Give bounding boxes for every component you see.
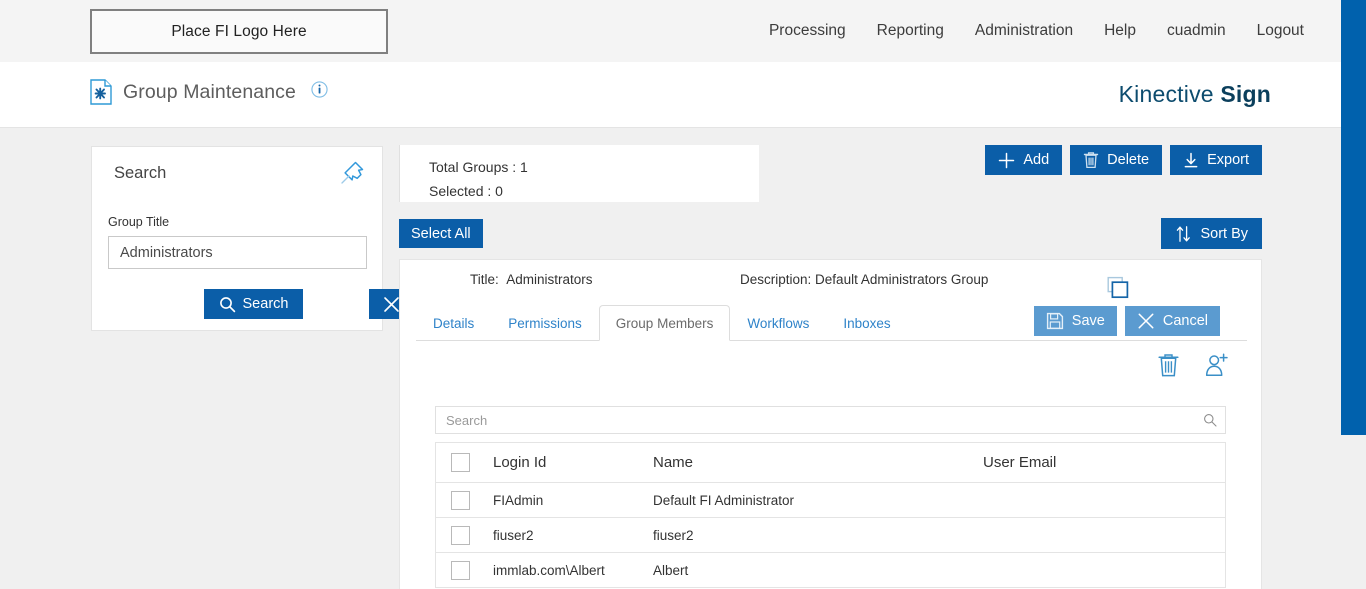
table-header-row: Login Id Name User Email — [435, 442, 1226, 483]
group-tabs: Details Permissions Group Members Workfl… — [416, 305, 1247, 341]
nav-logout[interactable]: Logout — [1256, 22, 1304, 39]
action-toolbar: Add Delete Export — [985, 145, 1262, 175]
page-title: Group Maintenance — [123, 80, 296, 103]
export-button-label: Export — [1207, 152, 1249, 168]
cell-login-id: fiuser2 — [493, 527, 534, 543]
sort-by-label: Sort By — [1200, 225, 1248, 242]
group-description-label: Description: — [740, 272, 812, 287]
nav-processing[interactable]: Processing — [768, 22, 846, 39]
group-title-meta-value: Administrators — [506, 272, 593, 287]
cell-login-id: immlab.com\Albert — [493, 562, 605, 578]
add-button[interactable]: Add — [985, 145, 1063, 175]
search-panel: Search Group Title Search Clear — [91, 146, 455, 331]
group-title-label: Group Title — [108, 215, 170, 229]
group-title-meta: Title: Administrators — [470, 272, 593, 287]
export-button[interactable]: Export — [1170, 145, 1262, 175]
download-arrow-icon — [1184, 152, 1198, 167]
sort-arrows-icon — [1177, 225, 1191, 242]
vertical-scrollbar[interactable] — [1341, 0, 1366, 589]
fi-logo-placeholder[interactable]: Place FI Logo Here — [90, 9, 388, 54]
copy-icon[interactable] — [1106, 276, 1130, 300]
nav-reporting[interactable]: Reporting — [876, 22, 944, 39]
total-groups-text: Total Groups : 1 — [429, 159, 528, 175]
table-row[interactable]: FIAdmin Default FI Administrator — [435, 483, 1226, 518]
nav-user[interactable]: cuadmin — [1166, 22, 1226, 39]
save-cancel-group: Save Cancel — [1033, 306, 1220, 336]
group-meta-row: Title: Administrators Description: Defau… — [400, 272, 1261, 294]
tab-workflows[interactable]: Workflows — [747, 316, 810, 331]
add-button-label: Add — [1023, 152, 1050, 168]
trash-icon[interactable] — [1157, 352, 1180, 378]
member-search-box[interactable] — [435, 406, 1226, 434]
magnifier-icon[interactable] — [1203, 413, 1217, 427]
column-header-user-email: User Email — [983, 454, 1057, 471]
delete-button-label: Delete — [1107, 152, 1150, 168]
scrollbar-thumb[interactable] — [1341, 0, 1366, 435]
member-search-input[interactable] — [436, 407, 1225, 433]
select-all-button[interactable]: Select All — [399, 219, 483, 248]
main-navigation: Processing Reporting Administration Help… — [769, 0, 1304, 62]
close-x-icon — [383, 296, 399, 312]
group-detail-panel: Title: Administrators Description: Defau… — [399, 259, 1262, 589]
delete-button[interactable]: Delete — [1070, 145, 1163, 175]
cancel-button[interactable]: Cancel — [1124, 306, 1220, 336]
search-panel-title: Search — [114, 164, 167, 182]
search-button-label: Search — [242, 296, 289, 312]
member-tools — [1157, 352, 1229, 378]
members-table: Login Id Name User Email FIAdmin Default… — [435, 442, 1226, 588]
save-button-label: Save — [1071, 313, 1105, 329]
selected-count-text: Selected : 0 — [429, 183, 503, 199]
row-checkbox[interactable] — [451, 560, 470, 580]
plus-icon — [999, 152, 1015, 168]
document-tool-icon — [90, 79, 112, 105]
select-all-checkbox[interactable] — [451, 453, 470, 472]
close-x-icon — [1138, 313, 1154, 329]
cancel-button-label: Cancel — [1162, 313, 1208, 329]
trash-icon — [1083, 152, 1099, 169]
group-title-input[interactable] — [108, 236, 367, 269]
pin-icon[interactable] — [338, 159, 366, 187]
search-button[interactable]: Search — [204, 289, 303, 319]
tab-permissions[interactable]: Permissions — [508, 316, 582, 331]
brand-light: Kinective — [1118, 81, 1221, 107]
row-checkbox[interactable] — [451, 490, 470, 510]
table-row[interactable]: immlab.com\Albert Albert — [435, 553, 1226, 588]
save-button[interactable]: Save — [1033, 306, 1117, 336]
title-band — [0, 62, 1341, 128]
group-description-meta: Description: Default Administrators Grou… — [740, 272, 988, 287]
floppy-save-icon — [1046, 312, 1063, 330]
cell-login-id: FIAdmin — [493, 492, 544, 508]
sort-by-button[interactable]: Sort By — [1161, 218, 1262, 249]
info-icon[interactable] — [311, 80, 328, 98]
cell-name: Default FI Administrator — [653, 492, 795, 508]
tab-group-members[interactable]: Group Members — [598, 305, 731, 341]
fi-logo-text: Place FI Logo Here — [171, 22, 307, 40]
row-checkbox[interactable] — [451, 525, 470, 545]
nav-help[interactable]: Help — [1104, 22, 1136, 39]
page-title-group: Group Maintenance — [90, 79, 328, 105]
brand-bold: Sign — [1220, 81, 1271, 107]
group-title-meta-label: Title: — [470, 272, 499, 287]
brand-logo: Kinective Sign — [1119, 81, 1271, 108]
top-bar: Place FI Logo Here Processing Reporting … — [0, 0, 1341, 62]
magnifier-icon — [219, 296, 235, 312]
column-header-name: Name — [653, 454, 694, 471]
column-header-login-id: Login Id — [493, 454, 547, 471]
cell-name: Albert — [653, 562, 689, 578]
tab-inboxes[interactable]: Inboxes — [843, 316, 891, 331]
add-user-icon[interactable] — [1203, 352, 1229, 378]
totals-card: Total Groups : 1 Selected : 0 — [399, 145, 759, 202]
nav-administration[interactable]: Administration — [974, 22, 1074, 39]
table-row[interactable]: fiuser2 fiuser2 — [435, 518, 1226, 553]
tab-details[interactable]: Details — [433, 316, 475, 331]
cell-name: fiuser2 — [653, 527, 694, 543]
group-description-value: Default Administrators Group — [815, 272, 989, 287]
